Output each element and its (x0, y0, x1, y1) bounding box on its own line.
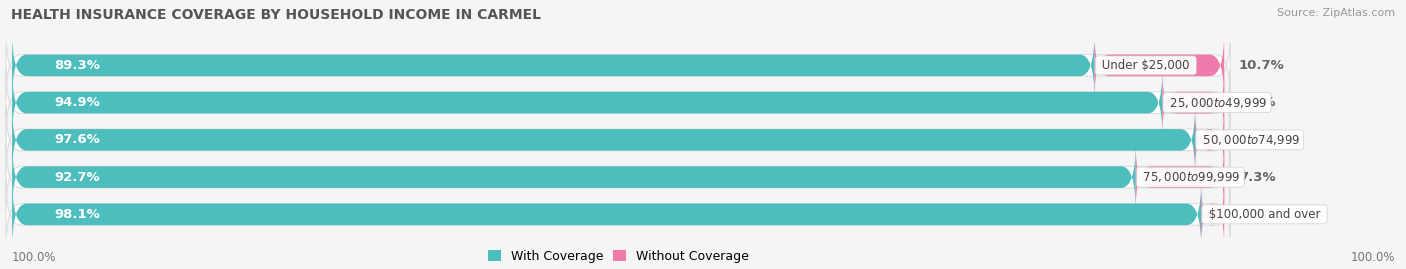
FancyBboxPatch shape (13, 143, 1136, 211)
Text: $75,000 to $99,999: $75,000 to $99,999 (1139, 170, 1241, 184)
FancyBboxPatch shape (13, 69, 1163, 137)
FancyBboxPatch shape (6, 106, 1230, 174)
Text: 100.0%: 100.0% (1350, 251, 1395, 264)
Text: Source: ZipAtlas.com: Source: ZipAtlas.com (1277, 8, 1395, 18)
FancyBboxPatch shape (13, 180, 1201, 248)
FancyBboxPatch shape (1201, 180, 1225, 248)
Text: 7.3%: 7.3% (1239, 171, 1275, 184)
Text: 2.4%: 2.4% (1239, 133, 1275, 146)
Text: 1.9%: 1.9% (1239, 208, 1275, 221)
Text: $100,000 and over: $100,000 and over (1205, 208, 1324, 221)
FancyBboxPatch shape (1136, 143, 1225, 211)
Text: 92.7%: 92.7% (55, 171, 100, 184)
Text: HEALTH INSURANCE COVERAGE BY HOUSEHOLD INCOME IN CARMEL: HEALTH INSURANCE COVERAGE BY HOUSEHOLD I… (11, 8, 541, 22)
Text: 10.7%: 10.7% (1239, 59, 1285, 72)
Text: 89.3%: 89.3% (55, 59, 100, 72)
FancyBboxPatch shape (1094, 31, 1225, 99)
FancyBboxPatch shape (13, 106, 1195, 174)
Text: 97.6%: 97.6% (55, 133, 100, 146)
FancyBboxPatch shape (1163, 69, 1225, 137)
Text: $25,000 to $49,999: $25,000 to $49,999 (1166, 96, 1268, 110)
Text: 98.1%: 98.1% (55, 208, 100, 221)
Legend: With Coverage, Without Coverage: With Coverage, Without Coverage (488, 250, 749, 263)
Text: 5.1%: 5.1% (1239, 96, 1275, 109)
Text: $50,000 to $74,999: $50,000 to $74,999 (1199, 133, 1301, 147)
Text: 94.9%: 94.9% (55, 96, 100, 109)
FancyBboxPatch shape (6, 31, 1230, 99)
FancyBboxPatch shape (13, 31, 1094, 99)
FancyBboxPatch shape (6, 69, 1230, 137)
FancyBboxPatch shape (1195, 106, 1225, 174)
Text: 100.0%: 100.0% (11, 251, 56, 264)
Text: Under $25,000: Under $25,000 (1098, 59, 1194, 72)
FancyBboxPatch shape (6, 143, 1230, 211)
FancyBboxPatch shape (6, 180, 1230, 248)
